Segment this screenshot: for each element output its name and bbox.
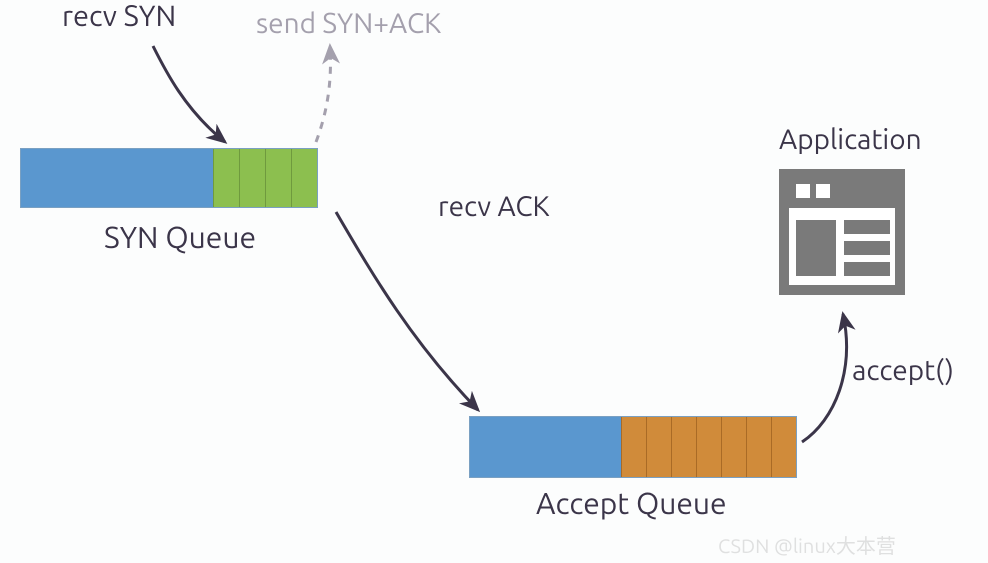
label-recv-ack: recv ACK (438, 191, 550, 222)
label-application: Application (779, 124, 922, 155)
app-window-line (844, 262, 890, 276)
accept-queue-slot (696, 417, 721, 477)
syn-queue-slot (265, 149, 291, 207)
accept-queue-slot (721, 417, 746, 477)
label-accept: accept() (852, 355, 954, 386)
label-recv-syn: recv SYN (62, 0, 176, 32)
accept-queue-slot (771, 417, 796, 477)
label-send-syn-ack: send SYN+ACK (256, 8, 441, 39)
app-window-control (816, 184, 830, 198)
arrow-recv-syn (153, 46, 225, 142)
app-window-panel (796, 220, 836, 276)
accept-queue-slots (621, 417, 796, 477)
accept-queue-slot (646, 417, 671, 477)
syn-queue-slots (213, 149, 317, 207)
arrow-send-syn-ack (316, 46, 330, 142)
syn-queue-slot (291, 149, 317, 207)
arrow-accept (802, 314, 847, 442)
syn-queue-slot (213, 149, 239, 207)
accept-queue-body (470, 417, 621, 477)
syn-queue (20, 148, 318, 208)
accept-queue (469, 416, 797, 478)
diagram-stage: { "canvas": { "width": 988, "height": 56… (0, 0, 988, 563)
app-window-control (796, 184, 810, 198)
application-icon (778, 168, 906, 296)
accept-queue-slot (671, 417, 696, 477)
syn-queue-body (21, 149, 213, 207)
accept-queue-slot (621, 417, 646, 477)
label-accept-queue: Accept Queue (536, 486, 727, 520)
accept-queue-slot (746, 417, 771, 477)
watermark: CSDN @linux大本营 (718, 530, 896, 559)
arrow-recv-ack (336, 212, 478, 410)
syn-queue-slot (239, 149, 265, 207)
app-window-line (844, 241, 890, 255)
label-syn-queue: SYN Queue (104, 220, 256, 254)
app-window-line (844, 220, 890, 234)
